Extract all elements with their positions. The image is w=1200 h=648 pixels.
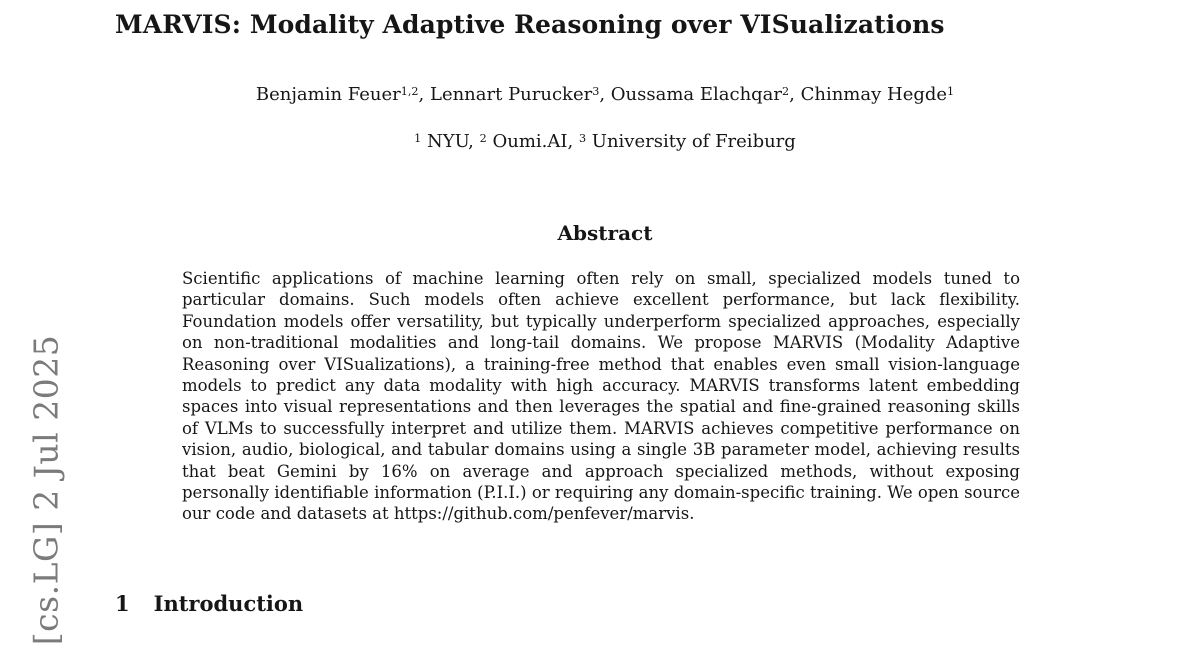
author-affiliation-sup: 1 xyxy=(947,84,955,98)
affiliation-entry: 3 University of Freiburg xyxy=(579,131,796,152)
section-heading-introduction: 1 Introduction xyxy=(115,591,303,616)
affiliation-name: Oumi.AI xyxy=(492,131,568,152)
affiliation-sup: 1 xyxy=(414,131,422,145)
author-separator: , xyxy=(789,84,801,105)
affiliation-separator: , xyxy=(567,131,579,152)
author-entry: Oussama Elachqar2, xyxy=(611,84,801,105)
author-entry: Lennart Purucker3, xyxy=(430,84,611,105)
affiliation-entry: 1 NYU, xyxy=(414,131,479,152)
author-affiliation-sup: 1,2 xyxy=(400,84,419,98)
author-separator: , xyxy=(418,84,430,105)
abstract-body-text: Scientific applications of machine learn… xyxy=(182,269,1020,524)
author-name: Lennart Purucker xyxy=(429,84,593,105)
affiliation-separator: , xyxy=(468,131,480,152)
author-name: Chinmay Hegde xyxy=(800,84,948,105)
section-number: 1 xyxy=(115,591,130,616)
affiliation-line: 1 NYU, 2 Oumi.AI, 3 University of Freibu… xyxy=(115,131,1095,152)
affiliation-sup: 2 xyxy=(479,131,487,145)
abstract-heading: Abstract xyxy=(557,221,653,245)
affiliation-sup: 3 xyxy=(578,131,587,145)
arxiv-stamp: [cs.LG] 2 Jul 2025 xyxy=(26,334,66,646)
section-title: Introduction xyxy=(153,591,304,616)
github-link[interactable]: https://github.com/penfever/marvis xyxy=(393,504,690,524)
affiliation-name: University of Freiburg xyxy=(591,131,796,152)
author-name: Oussama Elachqar xyxy=(610,84,783,105)
paper-title: MARVIS: Modality Adaptive Reasoning over… xyxy=(115,10,945,39)
abstract-text: Scientific applications of machine learn… xyxy=(182,268,1020,525)
author-entry: Chinmay Hegde1 xyxy=(801,84,955,105)
affiliation-entry: 2 Oumi.AI, xyxy=(480,131,579,152)
author-affiliation-sup: 3 xyxy=(592,84,600,98)
author-line: Benjamin Feuer1,2, Lennart Purucker3, Ou… xyxy=(115,84,1095,105)
author-entry: Benjamin Feuer1,2, xyxy=(256,84,430,105)
author-affiliation-sup: 2 xyxy=(782,84,790,98)
abstract-closing-period: . xyxy=(689,504,695,524)
author-name: Benjamin Feuer xyxy=(255,84,401,105)
affiliation-name: NYU xyxy=(427,131,469,152)
author-separator: , xyxy=(599,84,611,105)
